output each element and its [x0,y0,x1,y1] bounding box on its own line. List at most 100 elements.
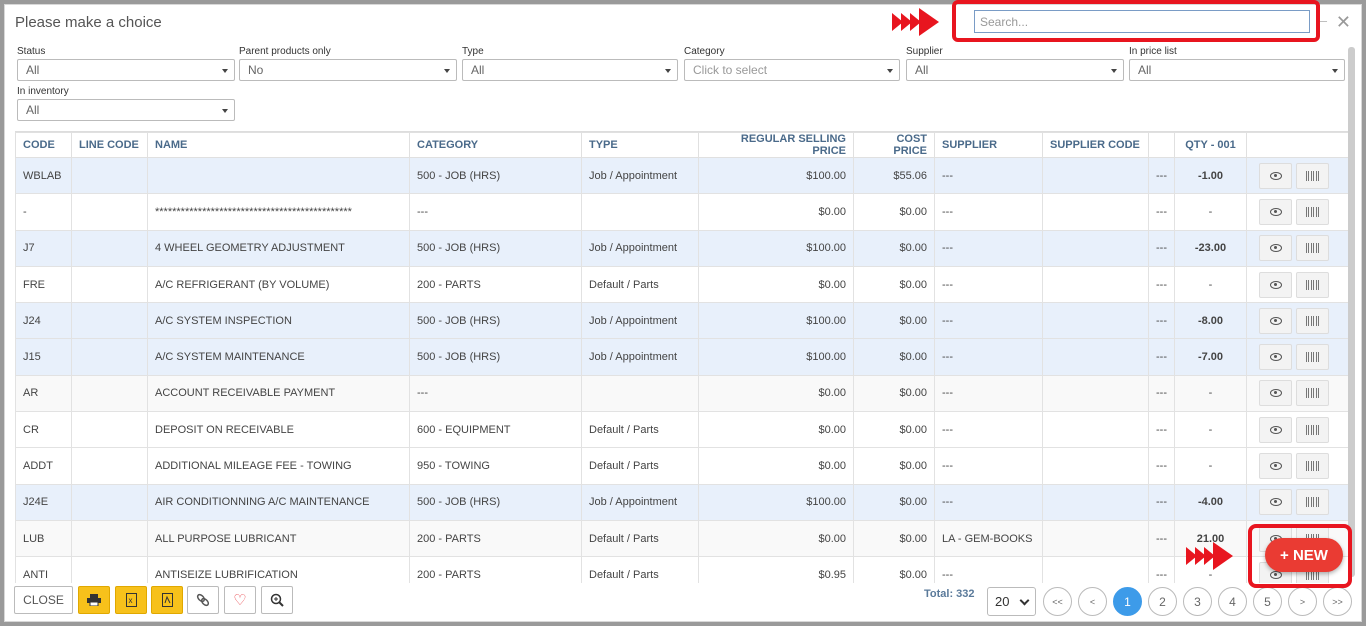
page-button[interactable]: 4 [1218,587,1247,616]
view-button[interactable] [1259,489,1292,516]
page-button[interactable]: 1 [1113,587,1142,616]
table-cell: $0.00 [853,338,935,376]
page-button[interactable]: 5 [1253,587,1282,616]
search-highlight [952,0,1320,42]
table-row[interactable]: J24 A/C SYSTEM INSPECTION 500 - JOB (HRS) J… [15,302,1352,340]
zoom-button[interactable] [261,586,293,614]
table-row[interactable]: ADDT ADDITIONAL MILEAGE FEE - TOWING 950 -… [15,447,1352,485]
column-header[interactable]: TYPE [581,132,699,158]
table-row[interactable]: J24E AIR CONDITIONNING A/C MAINTENANCE 500… [15,483,1352,521]
view-button[interactable] [1259,453,1292,480]
view-button[interactable] [1259,235,1292,262]
filter-select[interactable]: All [17,59,235,81]
view-button[interactable] [1259,198,1292,225]
table-row[interactable]: FRE A/C REFRIGERANT (BY VOLUME) 200 - PART… [15,265,1352,304]
page-button[interactable]: 3 [1183,587,1212,616]
page-button[interactable]: > [1288,587,1317,616]
view-button[interactable] [1259,271,1292,298]
column-header[interactable]: QTY - 001 [1174,132,1247,158]
filter-select[interactable]: All [906,59,1124,81]
page-button[interactable]: << [1043,587,1072,616]
barcode-button[interactable] [1296,453,1329,480]
eye-icon [1269,353,1282,362]
barcode-button[interactable] [1296,344,1329,371]
barcode-button[interactable] [1296,162,1329,189]
table-cell: 200 - PARTS [409,519,582,558]
export-pdf-button[interactable] [151,586,183,614]
barcode-button[interactable] [1296,307,1329,334]
barcode-button[interactable] [1296,271,1329,298]
table-cell: $0.00 [853,374,935,413]
eye-icon [1269,207,1282,216]
column-header[interactable]: SUPPLIER CODE [1042,132,1149,158]
column-header[interactable]: REGULAR SELLING PRICE [698,132,854,158]
filter-select[interactable]: All [1129,59,1345,81]
column-header[interactable]: SUPPLIER [934,132,1043,158]
table-cell: 500 - JOB (HRS) [409,338,582,376]
search-arrows [892,8,939,36]
table-cell: J15 [15,338,72,376]
table-row[interactable]: CR DEPOSIT ON RECEIVABLE 600 - EQUIPMENT De… [15,411,1352,449]
vertical-scrollbar[interactable] [1348,47,1355,577]
view-button[interactable] [1259,162,1292,189]
search-input[interactable] [974,10,1310,33]
table-header-row: CODE LINE CODE NAME CATEGORY TYPE REGULAR SEL… [15,132,1352,158]
link-button[interactable] [187,586,219,614]
row-actions [1246,483,1352,521]
table-cell: $0.00 [853,193,935,231]
print-button[interactable] [78,586,110,614]
filter-select[interactable]: Click to select [684,59,900,81]
table-cell [581,374,699,413]
barcode-button[interactable] [1296,198,1329,225]
table-row[interactable]: AR ACCOUNT RECEIVABLE PAYMENT --- $0.00 $0.0… [15,374,1352,413]
table-cell: $100.00 [698,156,854,195]
column-header[interactable]: CATEGORY [409,132,582,158]
table-row[interactable]: ANTI ANTISEIZE LUBRIFICATION 200 - PARTS De… [15,556,1352,583]
table-row[interactable]: J15 A/C SYSTEM MAINTENANCE 500 - JOB (HRS)… [15,338,1352,376]
table-cell: - [1174,193,1247,231]
view-button[interactable] [1259,307,1292,334]
column-header[interactable]: LINE CODE [71,132,148,158]
view-button[interactable] [1259,344,1292,371]
close-button[interactable]: CLOSE [14,586,73,614]
page-button[interactable]: 2 [1148,587,1177,616]
column-header[interactable]: COST PRICE [853,132,935,158]
page-button[interactable]: >> [1323,587,1352,616]
table-row[interactable]: - ***************************************… [15,193,1352,231]
page-size-select[interactable]: 20 [987,587,1036,616]
barcode-button[interactable] [1296,416,1329,443]
table-cell: ACCOUNT RECEIVABLE PAYMENT [147,374,410,413]
table-cell: $100.00 [698,302,854,340]
barcode-icon [1305,497,1320,508]
favorite-button[interactable]: ♡ [224,586,256,614]
filter-select[interactable]: All [462,59,678,81]
eye-icon [1269,389,1282,398]
filter-select[interactable]: No [239,59,457,81]
table-cell: A/C SYSTEM MAINTENANCE [147,338,410,376]
table-row[interactable]: WBLAB 500 - JOB (HRS) Job / Appointment $10… [15,156,1352,195]
table-cell: $0.95 [698,556,854,583]
products-table-container: CODE LINE CODE NAME CATEGORY TYPE REGULAR SEL… [15,131,1352,583]
minimize-icon[interactable]: – [1319,12,1327,28]
table-row[interactable]: J7 4 WHEEL GEOMETRY ADJUSTMENT 500 - JOB (… [15,229,1352,267]
column-header[interactable]: CODE [15,132,72,158]
barcode-button[interactable] [1296,380,1329,407]
column-header[interactable] [1246,132,1352,158]
column-header[interactable] [1148,132,1175,158]
export-excel-button[interactable]: x [115,586,147,614]
barcode-button[interactable] [1296,235,1329,262]
table-cell: ADDITIONAL MILEAGE FEE - TOWING [147,447,410,485]
close-icon[interactable]: ✕ [1335,12,1351,32]
filter-select[interactable]: All [17,99,235,121]
barcode-button[interactable] [1296,489,1329,516]
page-button[interactable]: < [1078,587,1107,616]
new-button[interactable]: + NEW [1265,538,1343,572]
filter-label: In price list [1129,46,1177,57]
eye-icon [1269,425,1282,434]
view-button[interactable] [1259,416,1292,443]
view-button[interactable] [1259,380,1292,407]
filter-1: Parent products only No [239,46,457,81]
column-header[interactable]: NAME [147,132,410,158]
table-row[interactable]: LUB ALL PURPOSE LUBRICANT 200 - PARTS Defau… [15,519,1352,558]
table-cell [71,519,148,558]
